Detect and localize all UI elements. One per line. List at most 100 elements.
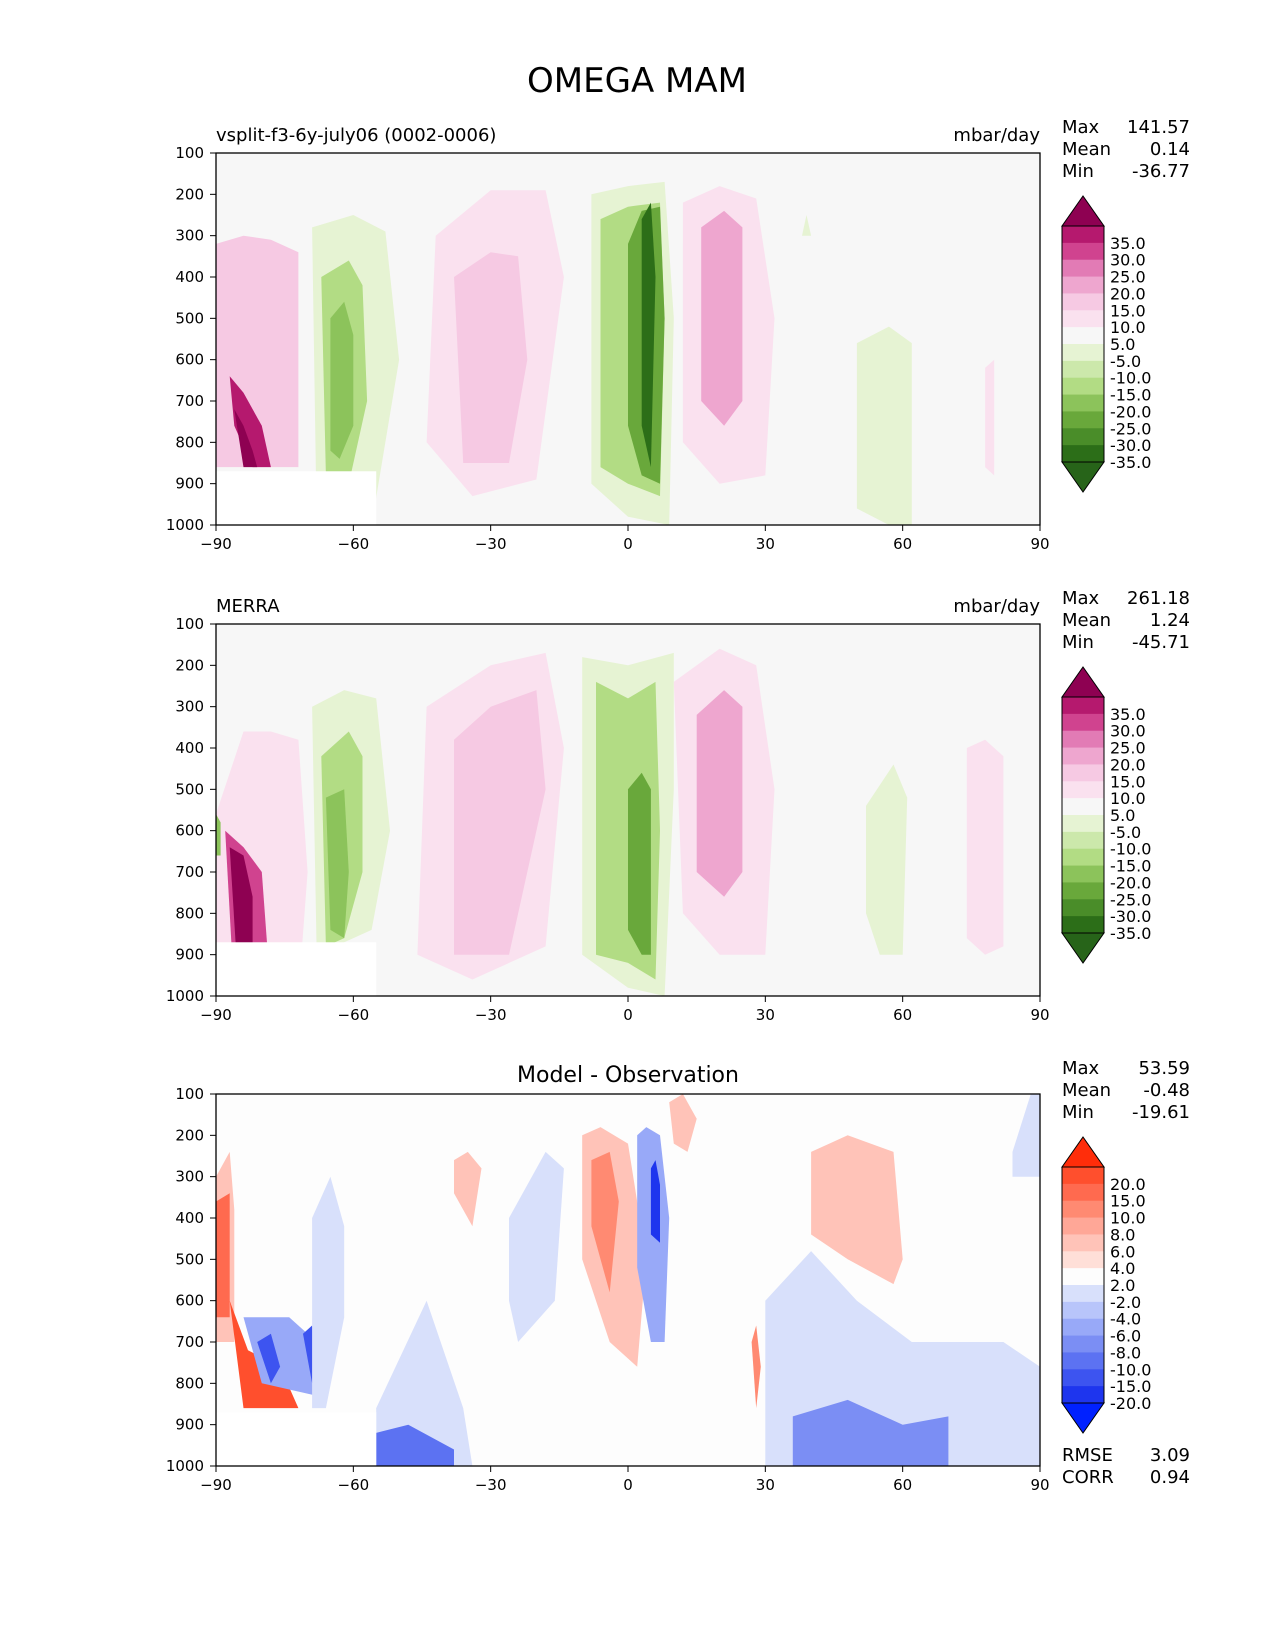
x-tick-label: 90 (1030, 1006, 1049, 1024)
colorbar-swatch (1062, 1335, 1104, 1353)
colorbar-swatch (1062, 781, 1104, 799)
colorbar-label: 15.0 (1110, 1192, 1146, 1211)
x-tick-label: 30 (756, 535, 775, 553)
contour-region (312, 1176, 345, 1409)
y-tick-label: 400 (175, 268, 204, 286)
stat-label: Max (1062, 1058, 1100, 1079)
contour-region (454, 1151, 482, 1227)
colorbar-label: -30.0 (1110, 907, 1151, 926)
colorbar-label: 20.0 (1110, 1175, 1146, 1194)
y-tick-label: 400 (175, 1209, 204, 1227)
colorbar-extend-top (1061, 195, 1105, 227)
colorbar-swatch (1062, 1167, 1104, 1185)
contour-region (866, 764, 908, 955)
y-tick-label: 900 (175, 1416, 204, 1434)
colorbar-swatch (1062, 411, 1104, 429)
stat-value: -45.71 (1132, 632, 1190, 653)
y-tick-label: 900 (175, 475, 204, 493)
colorbar-swatch (1062, 1268, 1104, 1286)
stat-value: 53.59 (1138, 1058, 1190, 1079)
contour-region (802, 215, 812, 236)
colorbar-swatch (1062, 394, 1104, 412)
colorbar-label: -20.0 (1110, 402, 1151, 421)
colorbar-label: 30.0 (1110, 722, 1146, 741)
colorbar-swatch (1062, 242, 1104, 261)
x-tick-label: −30 (475, 535, 507, 553)
colorbar-swatch (1062, 1369, 1104, 1387)
x-tick-label: −60 (338, 1006, 370, 1024)
stat-label: Mean (1062, 1080, 1111, 1101)
x-tick-label: 0 (623, 1476, 633, 1494)
contour-region (792, 1399, 949, 1466)
colorbar-swatch (1062, 697, 1104, 715)
contour-region (966, 739, 1004, 955)
panel-title: vsplit-f3-6y-july06 (0002-0006) (216, 125, 496, 146)
colorbar-label: -5.0 (1110, 352, 1141, 371)
colorbar-swatch (1062, 1183, 1104, 1202)
contour-region (325, 789, 349, 939)
metric-value: 3.09 (1150, 1445, 1190, 1466)
figure-title: OMEGA MAM (527, 61, 747, 101)
colorbar-swatch (1062, 1217, 1104, 1235)
y-tick-label: 500 (175, 309, 204, 327)
colorbar-label: -6.0 (1110, 1327, 1141, 1346)
colorbar-label: -2.0 (1110, 1293, 1141, 1312)
y-tick-label: 1000 (166, 1457, 204, 1475)
colorbar-extend-bottom (1061, 1402, 1105, 1434)
x-tick-label: −90 (200, 535, 232, 553)
x-tick-label: 60 (893, 1006, 912, 1024)
colorbar-label: -10.0 (1110, 1360, 1151, 1379)
stat-value: -19.61 (1132, 1102, 1190, 1123)
y-tick-label: 100 (175, 615, 204, 633)
colorbar-swatch (1062, 848, 1104, 867)
y-tick-label: 300 (175, 1168, 204, 1186)
contour-region (811, 1135, 903, 1285)
terrain-mask (216, 471, 377, 525)
contour-region (234, 409, 258, 468)
y-tick-label: 700 (175, 392, 204, 410)
contour-region (243, 1317, 317, 1396)
colorbar-extend-bottom (1061, 932, 1105, 964)
contour-region (509, 1151, 564, 1342)
colorbar-label: -10.0 (1110, 840, 1151, 859)
y-tick-label: 200 (175, 656, 204, 674)
colorbar-label: 15.0 (1110, 301, 1146, 320)
stat-value: -0.48 (1143, 1080, 1190, 1101)
colorbar-swatch (1062, 259, 1104, 278)
colorbar-label: 30.0 (1110, 251, 1146, 270)
colorbar-swatch (1062, 882, 1104, 900)
colorbar: 35.030.025.020.015.010.05.0-5.0-10.0-15.… (1061, 666, 1151, 964)
colorbar-label: -15.0 (1110, 857, 1151, 876)
contour-region (216, 1193, 230, 1318)
x-tick-label: 30 (756, 1006, 775, 1024)
colorbar-swatch (1062, 1234, 1104, 1252)
contour-region (376, 1300, 473, 1466)
colorbar-label: -30.0 (1110, 436, 1151, 455)
y-tick-label: 600 (175, 351, 204, 369)
colorbar-frame (1061, 1166, 1105, 1404)
colorbar-label: -35.0 (1110, 924, 1151, 943)
metric-value: 0.94 (1150, 1467, 1190, 1488)
colorbar-swatch (1062, 1200, 1104, 1219)
contour-region (591, 1151, 619, 1293)
colorbar-swatch (1062, 1285, 1104, 1303)
colorbar-swatch (1062, 226, 1104, 244)
colorbar-label: -5.0 (1110, 823, 1141, 842)
y-tick-label: 700 (175, 1333, 204, 1351)
colorbar-swatch (1062, 293, 1104, 311)
colorbar-label: -4.0 (1110, 1310, 1141, 1329)
colorbar-label: 10.0 (1110, 318, 1146, 337)
contour-region (1012, 1094, 1040, 1177)
terrain-mask (216, 942, 377, 996)
colorbar-label: 5.0 (1110, 335, 1135, 354)
colorbar-label: 4.0 (1110, 1259, 1135, 1278)
colorbar-swatch (1062, 1386, 1104, 1404)
colorbar-label: -8.0 (1110, 1343, 1141, 1362)
contour-region (257, 1333, 281, 1384)
colorbar-swatch (1062, 815, 1104, 833)
colorbar-swatch (1062, 916, 1104, 934)
stat-label: Min (1062, 161, 1094, 182)
x-tick-label: 30 (756, 1476, 775, 1494)
